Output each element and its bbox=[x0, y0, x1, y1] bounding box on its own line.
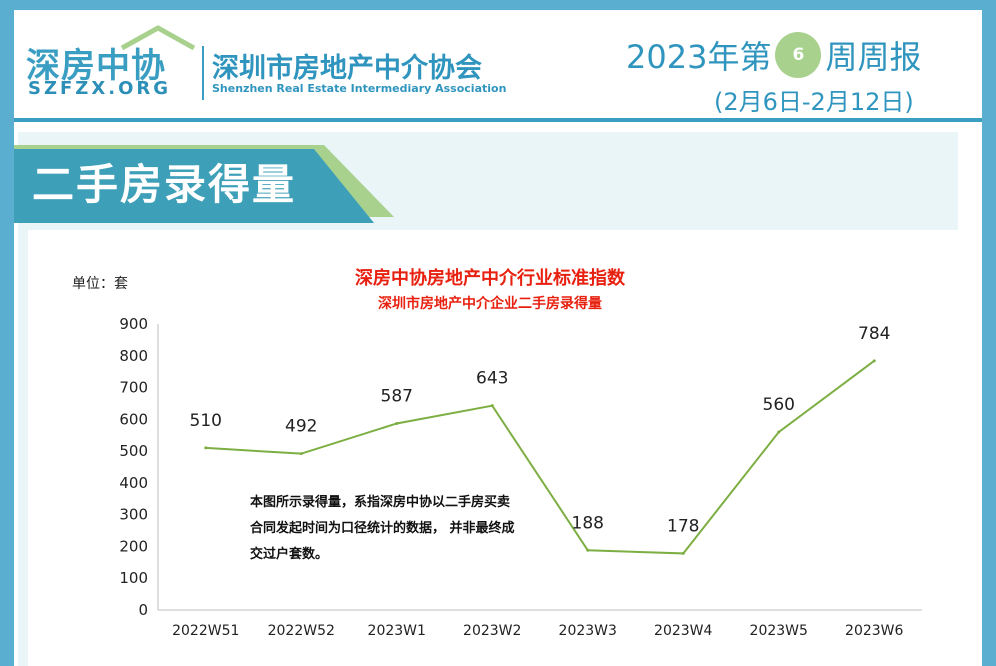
data-point bbox=[681, 551, 685, 555]
data-point bbox=[204, 446, 208, 450]
chart-note: 本图所示录得量，系指深房中协以二手房买卖合同发起时间为口径统计的数据， 并非最终… bbox=[250, 495, 515, 562]
series-polyline bbox=[205, 360, 875, 555]
weekly-suffix: 周周报 bbox=[825, 38, 922, 76]
chart-subtitle: 深圳市房地产中介企业二手房录得量 bbox=[378, 295, 602, 312]
x-tick-label: 2023W6 bbox=[845, 623, 903, 639]
logo-divider bbox=[202, 46, 204, 100]
data-label: 510 bbox=[190, 411, 222, 431]
y-tick-label: 300 bbox=[119, 506, 148, 524]
data-point bbox=[586, 548, 590, 552]
y-tick-labels: 0 100 200 300 400 500 600 700 800 900 bbox=[119, 315, 148, 619]
data-labels: 510 492 587 643 188 178 560 784 bbox=[190, 324, 891, 537]
data-label: 587 bbox=[381, 386, 413, 406]
line-chart: 深房中协房地产中介行业标准指数 深圳市房地产中介企业二手房录得量 单位：套 0 1… bbox=[72, 267, 922, 639]
y-tick-label: 500 bbox=[119, 442, 148, 460]
header-divider bbox=[14, 118, 982, 122]
data-label: 784 bbox=[858, 324, 890, 344]
data-point bbox=[490, 404, 494, 408]
logo-text: 深房中协 bbox=[26, 46, 166, 86]
section-tag: 二手房录得量 bbox=[14, 145, 404, 223]
weekly-prefix: 2023年第 bbox=[626, 38, 772, 76]
y-tick-label: 400 bbox=[119, 474, 148, 492]
x-tick-label: 2023W2 bbox=[463, 623, 521, 639]
data-point bbox=[777, 430, 781, 434]
x-tick-label: 2023W4 bbox=[654, 623, 712, 639]
weekly-report-title: 2023年第 6 周周报 bbox=[626, 32, 921, 78]
data-label: 492 bbox=[285, 417, 317, 437]
series-line bbox=[204, 359, 876, 555]
association-name-cn: 深圳市房地产中介协会 bbox=[212, 53, 482, 84]
association-name-en: Shenzhen Real Estate Intermediary Associ… bbox=[212, 82, 507, 95]
data-point bbox=[299, 452, 303, 456]
y-tick-label: 900 bbox=[119, 315, 148, 333]
y-tick-label: 800 bbox=[119, 347, 148, 365]
y-tick-label: 700 bbox=[119, 379, 148, 397]
data-label: 643 bbox=[476, 369, 508, 389]
data-point bbox=[395, 421, 399, 425]
x-tick-label: 2022W51 bbox=[172, 623, 239, 639]
section-tag-shape bbox=[14, 145, 394, 223]
y-tick-label: 0 bbox=[138, 601, 148, 619]
section-title: 二手房录得量 bbox=[32, 160, 297, 209]
x-tick-label: 2023W3 bbox=[559, 623, 617, 639]
logo-domain: SZFZX.ORG bbox=[28, 78, 172, 99]
y-tick-label: 600 bbox=[119, 410, 148, 428]
data-point bbox=[872, 359, 876, 363]
y-tick-label: 100 bbox=[119, 569, 148, 587]
header: 深房中协 SZFZX.ORG 深圳市房地产中介协会 Shenzhen Real … bbox=[14, 10, 982, 120]
x-tick-label: 2023W1 bbox=[368, 623, 426, 639]
week-number-badge: 6 bbox=[775, 32, 822, 78]
data-label: 560 bbox=[763, 395, 795, 415]
x-tick-label: 2022W52 bbox=[268, 623, 335, 639]
x-tick-label: 2023W5 bbox=[750, 623, 808, 639]
unit-label: 单位：套 bbox=[72, 276, 128, 292]
date-range: (2月6日-2月12日) bbox=[714, 88, 914, 116]
house-roof-icon bbox=[120, 25, 196, 50]
x-tick-labels: 2022W51 2022W52 2023W1 2023W2 2023W3 2023W4 20… bbox=[172, 623, 903, 639]
report-page: 深房中协 SZFZX.ORG 深圳市房地产中介协会 Shenzhen Real … bbox=[14, 10, 982, 666]
chart-title: 深房中协房地产中介行业标准指数 bbox=[355, 267, 626, 289]
chart-area: 深房中协房地产中介行业标准指数 深圳市房地产中介企业二手房录得量 单位：套 0 1… bbox=[28, 230, 958, 666]
data-label: 188 bbox=[572, 513, 604, 533]
y-tick-label: 200 bbox=[119, 537, 148, 555]
data-label: 178 bbox=[667, 516, 699, 536]
